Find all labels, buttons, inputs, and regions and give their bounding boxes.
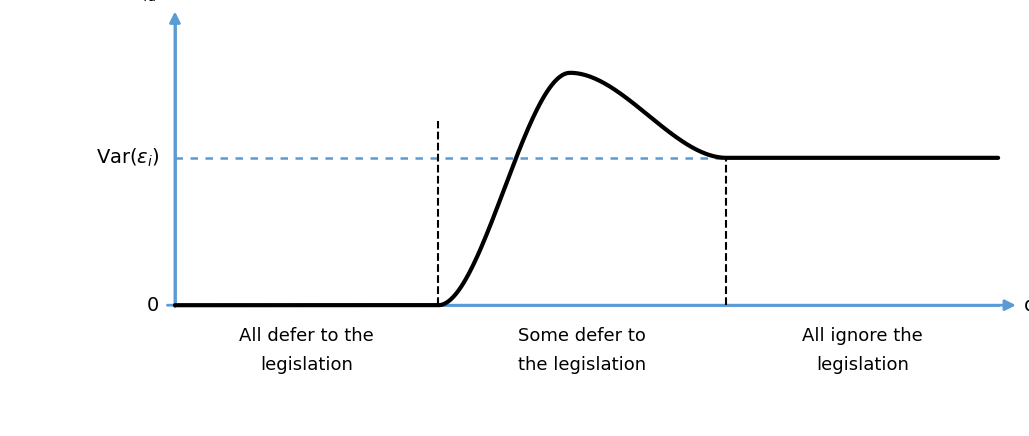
Text: Var($X_{id}^{*}$): Var($X_{id}^{*}$): [90, 0, 165, 4]
Text: Var($\varepsilon_i$): Var($\varepsilon_i$): [96, 146, 159, 169]
Text: All ignore the
legislation: All ignore the legislation: [802, 327, 923, 374]
Text: All defer to the
legislation: All defer to the legislation: [240, 327, 374, 374]
Text: d: d: [1024, 296, 1029, 315]
Text: Some defer to
the legislation: Some defer to the legislation: [519, 327, 646, 374]
Text: 0: 0: [147, 296, 159, 315]
